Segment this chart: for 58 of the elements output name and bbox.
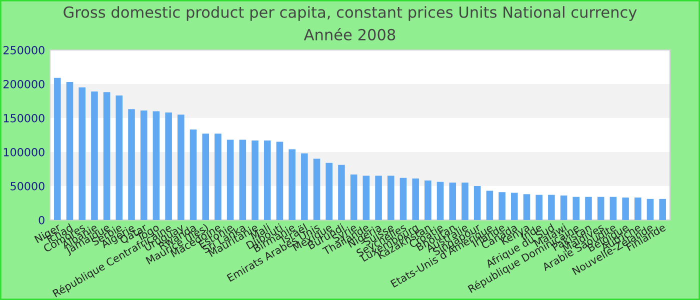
bar: [178, 114, 184, 220]
bar: [375, 176, 382, 220]
bar: [474, 186, 481, 220]
chart-title: Gross domestic product per capita, constant prices Units National currency: [64, 6, 637, 21]
bar: [486, 190, 494, 220]
bar: [412, 178, 419, 220]
bar: [387, 176, 394, 220]
bar: [313, 158, 320, 220]
bar: [659, 198, 666, 220]
bar: [214, 134, 222, 220]
y-tick-label: 200000: [4, 80, 44, 88]
bar: [560, 196, 568, 220]
bar: [585, 196, 592, 220]
bar: [572, 196, 580, 220]
bar: [634, 198, 642, 220]
bar: [66, 82, 74, 220]
y-tick-label: 150000: [4, 114, 44, 122]
bar: [239, 140, 246, 220]
bar: [276, 142, 284, 220]
bar: [400, 178, 407, 220]
bar: [116, 96, 123, 220]
bar: [78, 87, 86, 220]
bar: [622, 198, 629, 220]
bar: [424, 180, 432, 220]
bar: [523, 194, 530, 220]
bar: [362, 176, 370, 220]
bar: [326, 162, 333, 220]
bar: [462, 182, 468, 220]
bar: [152, 111, 160, 220]
bar: [597, 196, 604, 220]
bar: [510, 192, 518, 220]
bar: [128, 109, 135, 220]
bar: [449, 182, 456, 220]
y-tick-label: 100000: [4, 148, 44, 156]
bar: [103, 92, 110, 220]
bar: [91, 91, 98, 220]
bar: [226, 140, 234, 220]
bar: [202, 134, 210, 220]
bar: [165, 112, 172, 220]
bar: [190, 130, 197, 220]
y-tick-label: 250000: [4, 46, 44, 54]
bar: [436, 182, 444, 220]
bar: [140, 110, 148, 220]
bar: [498, 192, 506, 220]
chart-subtitle: Année 2008: [304, 28, 396, 40]
bar: [350, 174, 358, 220]
bar: [301, 153, 308, 220]
bar: [288, 149, 296, 220]
bar: [54, 78, 61, 220]
y-tick-label: 0: [38, 216, 44, 224]
bar: [610, 196, 617, 220]
bar: [338, 164, 345, 220]
bar: [536, 194, 542, 220]
bar: [252, 140, 258, 220]
bar: [264, 140, 271, 220]
bar: [646, 198, 654, 220]
y-tick-label: 50000: [10, 182, 44, 190]
bar: [548, 194, 555, 220]
